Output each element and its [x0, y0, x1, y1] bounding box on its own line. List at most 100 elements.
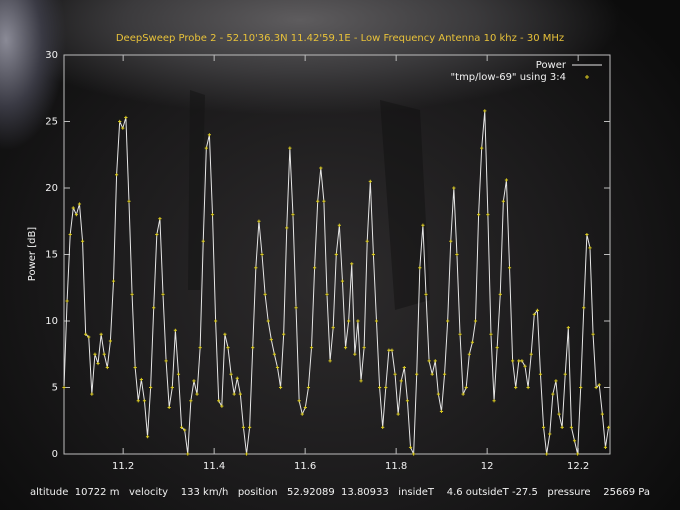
data-point: [483, 109, 487, 113]
data-point: [350, 262, 354, 266]
data-point: [93, 352, 97, 356]
data-point: [557, 412, 561, 416]
data-point: [124, 115, 128, 120]
data-point: [603, 445, 608, 449]
data-point: [541, 425, 546, 429]
background-shape: [188, 90, 205, 290]
data-point: [436, 392, 440, 396]
data-point: [554, 379, 558, 383]
chart-title: DeepSweep Probe 2 - 52.10'36.3N 11.42'59…: [116, 33, 564, 44]
data-point: [331, 326, 335, 330]
data-point: [278, 385, 283, 390]
x-tick-label: 11.6: [294, 461, 316, 472]
data-point: [387, 348, 391, 352]
data-point: [158, 216, 162, 221]
data-point: [529, 352, 533, 356]
data-point: [535, 308, 539, 312]
x-tick-label: 12: [481, 461, 494, 472]
data-point: [149, 385, 153, 390]
data-point: [80, 239, 85, 243]
data-point: [507, 266, 512, 270]
data-point: [405, 399, 410, 403]
y-tick-label: 0: [52, 449, 58, 460]
data-point: [176, 372, 181, 376]
data-point: [328, 359, 332, 363]
data-point: [214, 319, 218, 323]
data-point: [145, 435, 150, 439]
data-point: [322, 199, 326, 203]
data-point: [179, 425, 184, 429]
data-point: [446, 319, 450, 323]
data-point: [96, 361, 100, 366]
data-point: [579, 385, 583, 390]
data-point: [201, 239, 205, 243]
data-point: [235, 376, 239, 380]
data-point: [486, 213, 490, 217]
data-point: [309, 346, 314, 350]
data-point: [585, 232, 589, 237]
data-point: [142, 399, 147, 403]
data-point: [303, 405, 307, 410]
data-point: [402, 365, 406, 370]
data-point: [173, 328, 177, 332]
data-point: [257, 219, 261, 223]
data-point: [164, 359, 168, 363]
data-point: [139, 377, 143, 382]
data-point: [582, 306, 586, 310]
data-point: [68, 232, 72, 237]
data-point: [362, 346, 366, 350]
data-point: [210, 213, 215, 217]
data-point: [294, 306, 298, 310]
data-point: [566, 326, 570, 330]
data-point: [62, 385, 66, 390]
data-point: [532, 312, 536, 316]
data-point: [470, 340, 475, 344]
status-bar: altitude 10722 m velocity 133 km/h posit…: [30, 487, 650, 498]
data-point: [84, 332, 88, 336]
data-point: [384, 385, 388, 390]
data-point: [337, 223, 341, 227]
data-point: [538, 372, 543, 376]
data-point: [461, 392, 465, 396]
data-point: [504, 178, 509, 182]
data-point: [412, 452, 416, 456]
data-point: [359, 379, 363, 383]
data-point: [424, 292, 428, 296]
data-point: [492, 399, 496, 403]
data-point: [520, 359, 524, 363]
data-point: [232, 392, 236, 396]
data-point: [377, 385, 382, 390]
data-point: [170, 385, 174, 390]
data-point: [381, 425, 385, 429]
data-point: [152, 306, 156, 310]
data-point: [99, 332, 103, 336]
data-point: [588, 246, 592, 250]
data-point: [340, 279, 345, 283]
x-tick-label: 12.2: [567, 461, 589, 472]
data-point: [526, 385, 530, 390]
data-point: [275, 365, 280, 370]
data-point: [597, 383, 601, 387]
data-point: [523, 364, 527, 368]
data-point: [563, 372, 567, 376]
data-point: [77, 202, 82, 206]
data-point: [449, 239, 453, 243]
data-point: [105, 365, 109, 370]
data-point: [121, 126, 125, 130]
y-tick-label: 5: [52, 383, 58, 394]
data-point: [282, 332, 286, 336]
data-point: [71, 206, 75, 210]
data-point: [464, 385, 468, 390]
data-point: [439, 409, 444, 414]
data-point: [498, 292, 502, 296]
data-point: [130, 292, 134, 296]
data-point: [167, 405, 171, 410]
data-point: [365, 239, 369, 243]
data-point: [325, 292, 329, 296]
data-point: [244, 452, 249, 456]
x-tick-label: 11.2: [112, 461, 134, 472]
data-point: [195, 392, 199, 396]
data-point: [408, 445, 413, 449]
data-point: [266, 319, 270, 323]
data-point: [455, 252, 459, 257]
